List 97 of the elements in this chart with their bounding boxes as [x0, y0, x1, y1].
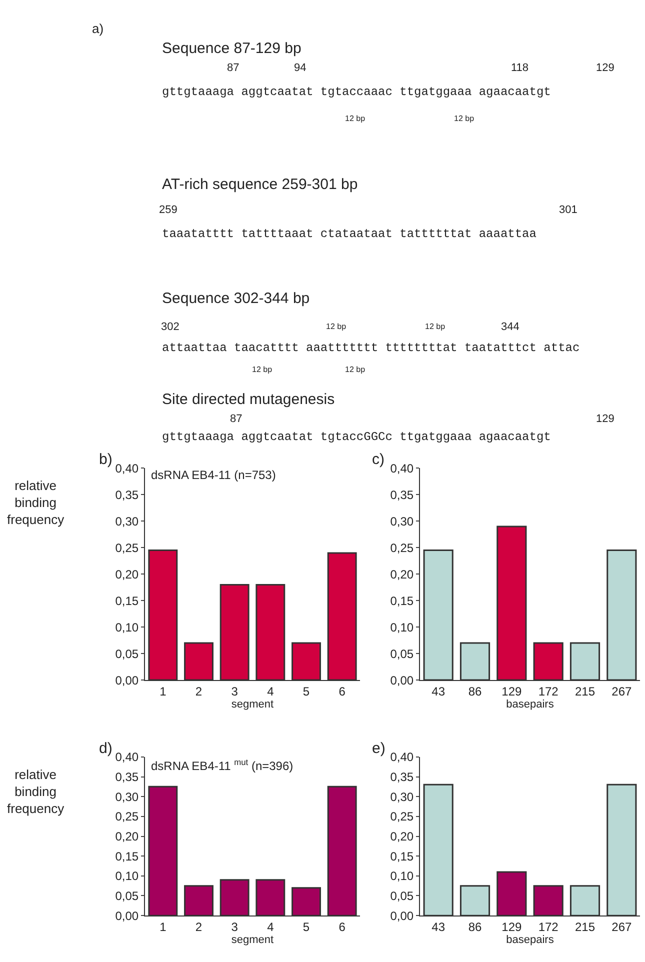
x-axis-title: segment [231, 698, 274, 711]
y-tick-label: 0,15 [390, 594, 414, 608]
y-tick-label: 0,05 [390, 888, 414, 903]
text: 12 bp [454, 114, 475, 123]
text: 259 [159, 204, 178, 216]
x-tick-label: 215 [574, 920, 596, 934]
text: attaattaa taacatttt aaattttttt ttttttttat taatatttct attac [162, 341, 580, 355]
x-axis-title: segment [231, 934, 274, 946]
x-tick-label: 86 [468, 920, 482, 934]
y-tick-label: 0,25 [390, 540, 414, 555]
text: gttgtaaaga aggtcaatat tgtaccaaac ttgatggaaa agaacaatgt [162, 85, 551, 99]
x-tick-label: 267 [612, 920, 632, 934]
chart-title: b) [99, 451, 112, 468]
text: gttgtaaaga aggtcaatat tgtaccGGCc ttgatggaaa agaacaatgt [162, 430, 551, 444]
text: 87 [227, 62, 240, 74]
text: Sequence 302-344 bp [162, 290, 310, 307]
y-tick-label: 0,30 [390, 514, 414, 528]
x-tick-label: 6 [338, 920, 346, 934]
y-tick-label: 0,20 [390, 829, 414, 844]
x-tick-label: 4 [267, 684, 274, 698]
text: AT-rich sequence 259-301 bp [162, 176, 358, 193]
y-tick-label: 0,10 [390, 869, 414, 884]
text: Site directed mutagenesis [162, 391, 335, 408]
text: Sequence 87-129 bp [162, 40, 302, 57]
x-tick-label: 5 [302, 684, 310, 698]
x-tick-label: 2 [195, 920, 202, 934]
x-tick-label: 4 [267, 920, 274, 934]
x-tick-label: 3 [231, 920, 238, 934]
y-axis-title: relative binding frequency [7, 767, 65, 816]
y-tick-label: 0,10 [115, 620, 139, 634]
y-tick-label: 0,00 [390, 673, 414, 688]
y-tick-label: 0,40 [115, 461, 139, 476]
y-tick-label: 0,00 [115, 673, 139, 688]
chart-title: d) [99, 740, 112, 757]
text: 302 [161, 321, 180, 333]
y-tick-label: 0,15 [115, 849, 139, 864]
text: 12 bp [326, 322, 347, 331]
x-tick-label: 86 [468, 684, 482, 698]
text: 301 [559, 204, 578, 216]
x-tick-label: 1 [160, 684, 167, 698]
y-tick-label: 0,25 [115, 540, 139, 555]
y-tick-label: 0,15 [115, 594, 139, 608]
text: a) [92, 21, 104, 36]
y-tick-label: 0,35 [390, 770, 414, 784]
y-tick-label: 0,25 [390, 810, 414, 824]
text: 87 [230, 413, 242, 425]
y-tick-label: 0,40 [115, 750, 139, 764]
annotation: dsRNA EB4-11 $^{mut}$ (n=396) [151, 757, 294, 774]
x-tick-label: 1 [160, 920, 167, 934]
y-tick-label: 0,25 [115, 810, 139, 824]
text: 12 bp [345, 365, 366, 374]
y-tick-label: 0,15 [390, 849, 414, 864]
text: 118 [511, 62, 529, 74]
text: 94 [294, 62, 306, 74]
x-tick-label: 129 [502, 920, 522, 934]
y-tick-label: 0,00 [390, 908, 414, 923]
text: taaatatttt tattttaaat ctataataat tattttttat aaaattaa [162, 227, 536, 241]
x-tick-label: 172 [538, 920, 559, 934]
y-tick-label: 0,40 [390, 461, 414, 476]
x-axis-title: basepairs [506, 698, 554, 711]
x-tick-label: 43 [432, 920, 446, 934]
y-tick-label: 0,35 [115, 770, 139, 784]
text: 12 bp [345, 114, 366, 123]
y-tick-label: 0,35 [115, 488, 139, 502]
y-tick-label: 0,05 [115, 646, 139, 661]
x-tick-label: 129 [502, 684, 522, 698]
text: 12 bp [252, 365, 273, 374]
x-tick-label: 172 [538, 684, 559, 698]
text: 129 [596, 62, 614, 74]
annotation: dsRNA EB4-11 (n=753) [151, 468, 276, 482]
x-tick-label: 43 [432, 684, 446, 698]
chart-title: e) [372, 740, 386, 757]
y-tick-label: 0,20 [390, 567, 414, 582]
y-tick-label: 0,10 [390, 620, 414, 634]
x-tick-label: 215 [574, 684, 596, 698]
y-axis-title: relative binding frequency [7, 478, 65, 527]
y-tick-label: 0,20 [115, 829, 139, 844]
y-tick-label: 0,10 [115, 869, 139, 884]
y-tick-label: 0,35 [390, 488, 414, 502]
y-tick-label: 0,20 [115, 567, 139, 582]
y-tick-label: 0,30 [390, 790, 414, 804]
x-tick-label: 6 [338, 684, 346, 698]
x-axis-title: basepairs [506, 934, 554, 946]
y-tick-label: 0,40 [390, 750, 414, 764]
x-tick-label: 267 [612, 684, 632, 698]
chart-title: c) [372, 451, 384, 468]
x-tick-label: 2 [195, 684, 202, 698]
x-tick-label: 5 [302, 920, 310, 934]
y-tick-label: 0,00 [115, 908, 139, 923]
y-tick-label: 0,05 [390, 646, 414, 661]
y-tick-label: 0,05 [115, 888, 139, 903]
text: 344 [501, 321, 520, 333]
y-tick-label: 0,30 [115, 514, 139, 528]
text: 129 [596, 413, 614, 425]
text: 12 bp [425, 322, 446, 331]
x-tick-label: 3 [231, 684, 238, 698]
y-tick-label: 0,30 [115, 790, 139, 804]
